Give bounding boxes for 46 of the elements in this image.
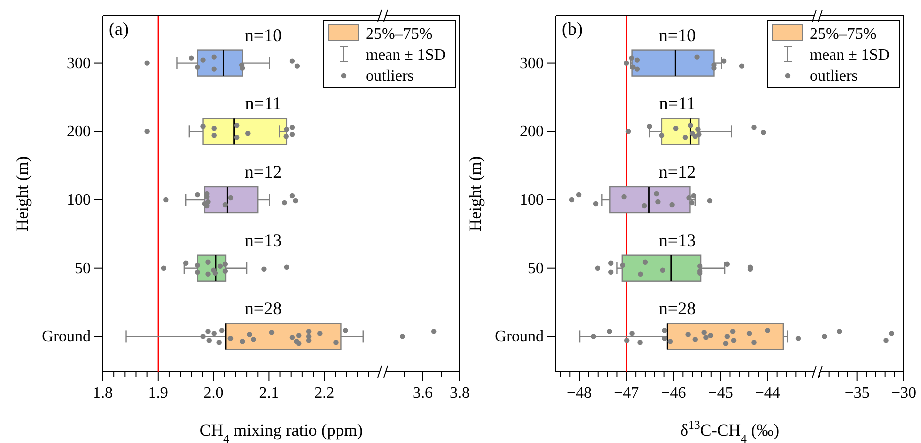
- annotation: n=28: [244, 298, 282, 319]
- annotation: n=12: [658, 162, 696, 182]
- y-tick-label: 300: [67, 55, 91, 72]
- annotation: n=13: [658, 230, 696, 250]
- x-tick-label: −45: [708, 385, 734, 402]
- x-tick-label: 2.2: [314, 385, 335, 402]
- annotation: n=10: [658, 25, 696, 46]
- y-tick-label: 100: [520, 192, 544, 209]
- x-tick-label: −46: [661, 385, 686, 402]
- annotation: n=13: [244, 230, 282, 250]
- y-axis-title: Height (m): [466, 156, 485, 232]
- annotation: mean ± 1SD: [810, 47, 890, 64]
- x-tick-label: 1.9: [148, 385, 168, 402]
- y-tick-label: Ground: [42, 328, 91, 346]
- y-tick-label: 100: [67, 192, 91, 209]
- annotation: n=11: [659, 94, 696, 114]
- x-axis-title: δ$^{13}$C-CH$_{4}$ (‰): [680, 418, 780, 443]
- annotation: n=10: [244, 25, 282, 46]
- x-tick-label: −44: [755, 385, 780, 402]
- y-tick-label: 200: [520, 124, 544, 141]
- annotation: n=12: [244, 162, 282, 182]
- x-tick-label: −48: [567, 385, 592, 402]
- annotation: n=28: [658, 298, 696, 319]
- y-axis-title: Height (m): [13, 156, 32, 232]
- x-tick-label: 1.8: [93, 385, 113, 402]
- x-tick-label: 3.8: [450, 385, 470, 402]
- x-axis-title: CH$_{4}$ mixing ratio (ppm): [200, 421, 364, 443]
- annotation: n=11: [245, 94, 282, 114]
- x-tick-label: 2.1: [259, 385, 280, 402]
- x-tick-label: 2.0: [204, 385, 224, 402]
- x-tick-label: −30: [891, 385, 917, 402]
- y-tick-label: Ground: [495, 328, 544, 346]
- x-tick-label: 3.6: [413, 385, 433, 402]
- y-tick-label: 50: [528, 260, 544, 278]
- x-tick-label: −35: [844, 385, 870, 402]
- y-tick-label: 300: [520, 55, 544, 72]
- chart-title: (a): [109, 19, 129, 39]
- chart-title: (b): [562, 19, 583, 39]
- legend-label: outliers: [366, 68, 414, 85]
- y-tick-label: 200: [67, 124, 91, 141]
- annotation: mean ± 1SD: [366, 47, 446, 64]
- legend-label: 25%–75%: [366, 26, 433, 43]
- legend-label: 25%–75%: [810, 26, 877, 43]
- legend-label: outliers: [810, 68, 858, 85]
- y-tick-label: 50: [75, 260, 91, 278]
- x-tick-label: −47: [614, 385, 640, 402]
